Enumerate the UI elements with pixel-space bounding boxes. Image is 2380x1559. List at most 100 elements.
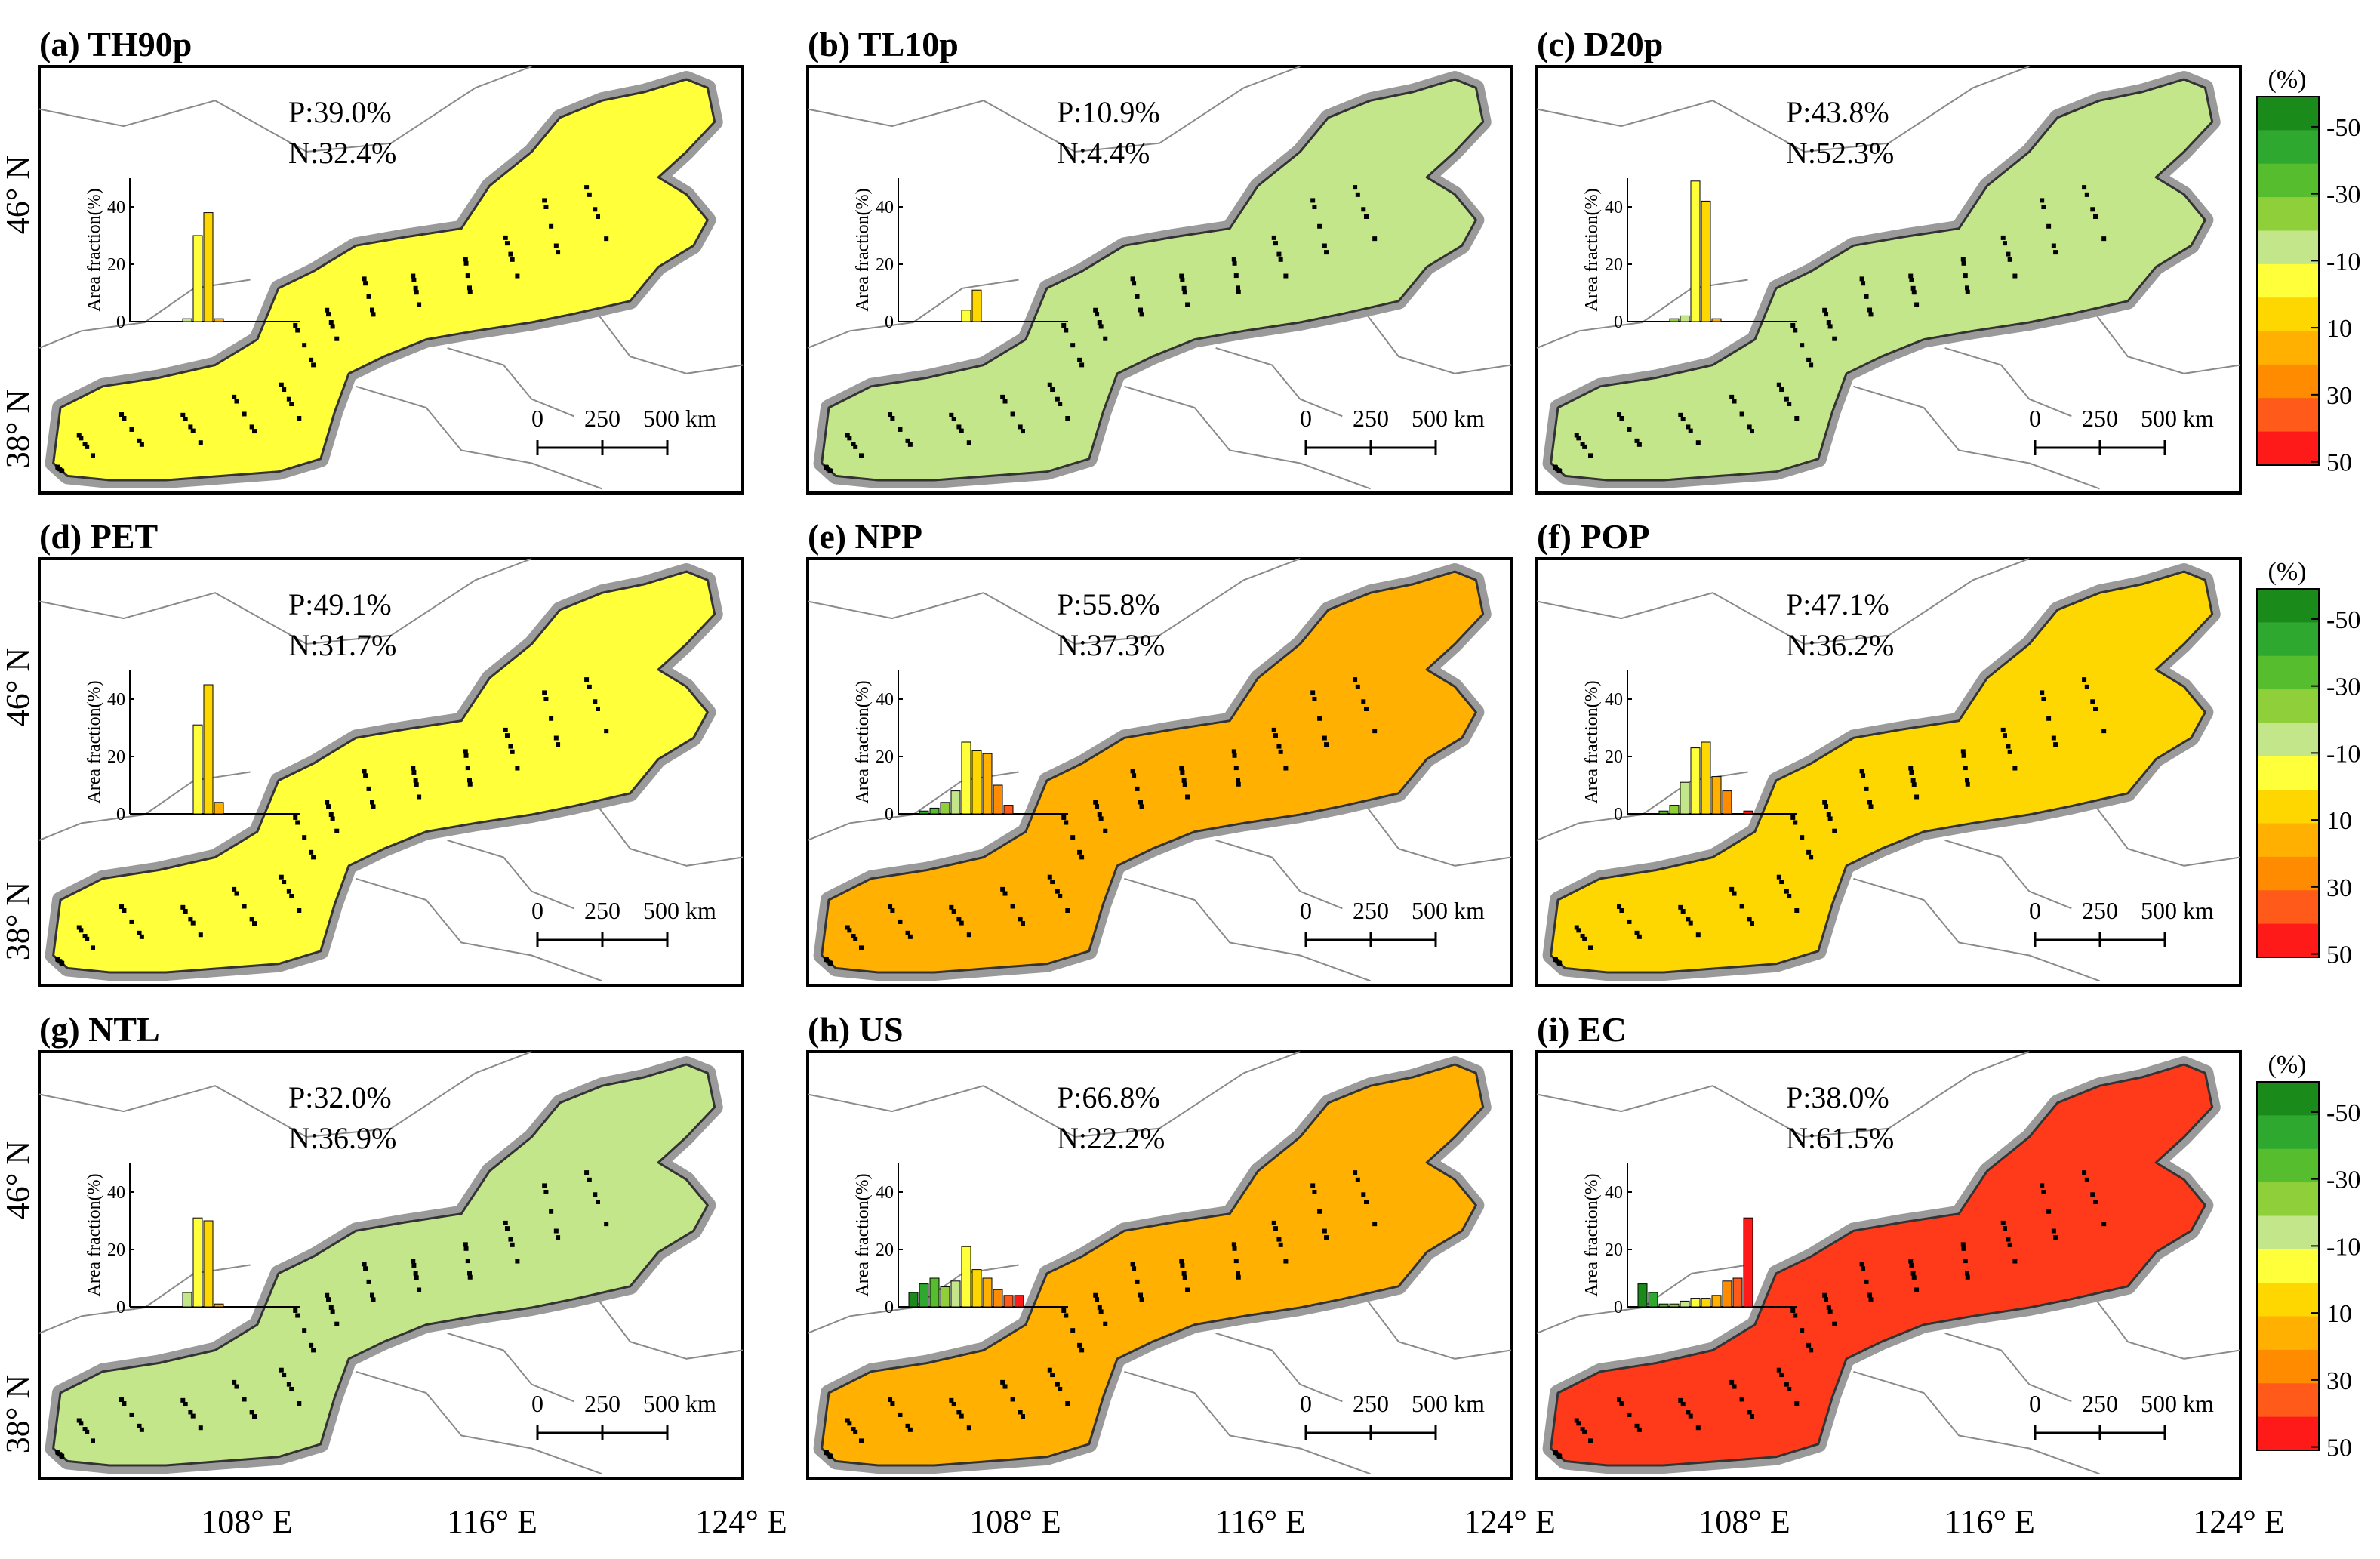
colorbar-segment [2257, 655, 2319, 690]
significance-dot [584, 185, 590, 190]
significance-dot [1097, 320, 1102, 325]
significance-dot [1236, 1271, 1241, 1276]
significance-dot [1130, 769, 1135, 774]
significance-dot [1695, 932, 1701, 938]
histogram-bar [1743, 810, 1753, 815]
inset-ylabel: Area fraction(%) [85, 1173, 104, 1296]
inset-tick-label: 40 [876, 1183, 894, 1203]
significance-dot [1793, 328, 1798, 333]
significance-dot [2051, 1228, 2056, 1234]
significance-dot [414, 1275, 419, 1280]
colorbar-tick-label: -30 [2326, 181, 2360, 209]
histogram-bar [993, 1289, 1003, 1308]
significance-dot [1361, 1192, 1366, 1197]
significance-dot [411, 769, 417, 775]
significance-dot [1582, 444, 1587, 449]
inset-tick-label: 40 [1605, 198, 1623, 217]
significance-dot [1065, 1401, 1070, 1406]
colorbar-tick-label: -10 [2326, 1233, 2360, 1261]
significance-dot [584, 1170, 590, 1175]
significance-dot [1139, 1297, 1144, 1302]
significance-dot [553, 1228, 559, 1234]
significance-dot [334, 336, 340, 341]
significance-dot [1324, 742, 1329, 747]
background-boundary [1215, 347, 1343, 417]
scale-label: 500 km [643, 405, 716, 432]
significance-dot [1324, 1235, 1329, 1240]
significance-dot [293, 322, 298, 328]
significance-dot [1824, 1297, 1829, 1302]
significance-dot [1095, 804, 1100, 809]
significance-dot [1790, 815, 1796, 820]
y-tick-label: 46° N [0, 156, 36, 234]
significance-dot [1283, 273, 1289, 279]
histogram-bar [1732, 1277, 1743, 1308]
scale-label: 500 km [1412, 405, 1485, 432]
significance-dot [249, 424, 254, 430]
significance-dot [1553, 957, 1558, 963]
significance-dot [1617, 904, 1622, 910]
significance-dot [1276, 251, 1282, 257]
significance-dot [180, 1397, 186, 1403]
significance-dot [1185, 1287, 1190, 1292]
colorbar-tick-label: -10 [2326, 248, 2360, 276]
significance-dot [467, 289, 473, 294]
significance-dot [907, 934, 913, 939]
significance-dot [556, 1235, 561, 1240]
inset-ylabel: Area fraction(%) [853, 680, 873, 803]
positive-fraction-label: P:55.8% [1057, 587, 1160, 621]
histogram-bar [919, 810, 929, 815]
significance-dot [465, 766, 470, 771]
significance-dot [2093, 706, 2098, 711]
background-boundary [1944, 1332, 2072, 1403]
positive-fraction-label: P:49.1% [288, 587, 392, 621]
significance-dot [286, 1382, 291, 1387]
background-boundary [38, 1051, 532, 1138]
significance-dot [1582, 1429, 1587, 1434]
significance-dot [282, 880, 287, 885]
scale-label: 250 [2082, 1390, 2118, 1417]
significance-dot [328, 320, 334, 325]
significance-dot [543, 696, 549, 701]
colorbar-segment [2257, 923, 2319, 958]
significance-dot [890, 908, 895, 914]
negative-fraction-label: N:32.4% [288, 136, 396, 170]
x-tick-label: 108° E [201, 1503, 292, 1540]
significance-dot [1557, 1453, 1563, 1459]
significance-dot [282, 1373, 287, 1378]
significance-dot [1047, 874, 1052, 880]
study-region [1550, 1063, 2214, 1467]
background-boundary [1536, 1051, 2030, 1138]
colorbar-segment [2257, 1283, 2319, 1317]
colorbar-segment [2257, 723, 2319, 757]
inset-ylabel: Area fraction(%) [85, 680, 104, 803]
background-boundary [356, 385, 602, 490]
significance-dot [1747, 1410, 1752, 1415]
significance-dot [1678, 904, 1683, 910]
colorbar-tick-label: 30 [2326, 874, 2352, 902]
inset-tick-label: 0 [116, 805, 125, 824]
histogram-bar [961, 310, 971, 322]
significance-dot [1588, 1438, 1593, 1443]
positive-fraction-label: P:38.0% [1786, 1080, 1889, 1114]
significance-dot [2101, 729, 2107, 734]
significance-dot [366, 1279, 371, 1284]
significance-dot [370, 1292, 375, 1298]
inset-tick-label: 40 [107, 198, 125, 217]
histogram-bar [961, 1246, 971, 1308]
significance-dot [1182, 782, 1187, 787]
scale-label: 500 km [1412, 1390, 1485, 1417]
significance-dot [1908, 1259, 1914, 1264]
significance-dot [504, 1226, 510, 1231]
scale-label: 500 km [2141, 1390, 2214, 1417]
significance-dot [553, 735, 559, 741]
significance-dot [91, 453, 96, 458]
significance-dot [1617, 1397, 1622, 1403]
significance-dot [1310, 198, 1316, 203]
significance-dot [334, 1321, 340, 1326]
significance-dot [309, 357, 314, 362]
significance-dot [1790, 322, 1796, 328]
colorbar-tick-label: -50 [2326, 1099, 2360, 1127]
